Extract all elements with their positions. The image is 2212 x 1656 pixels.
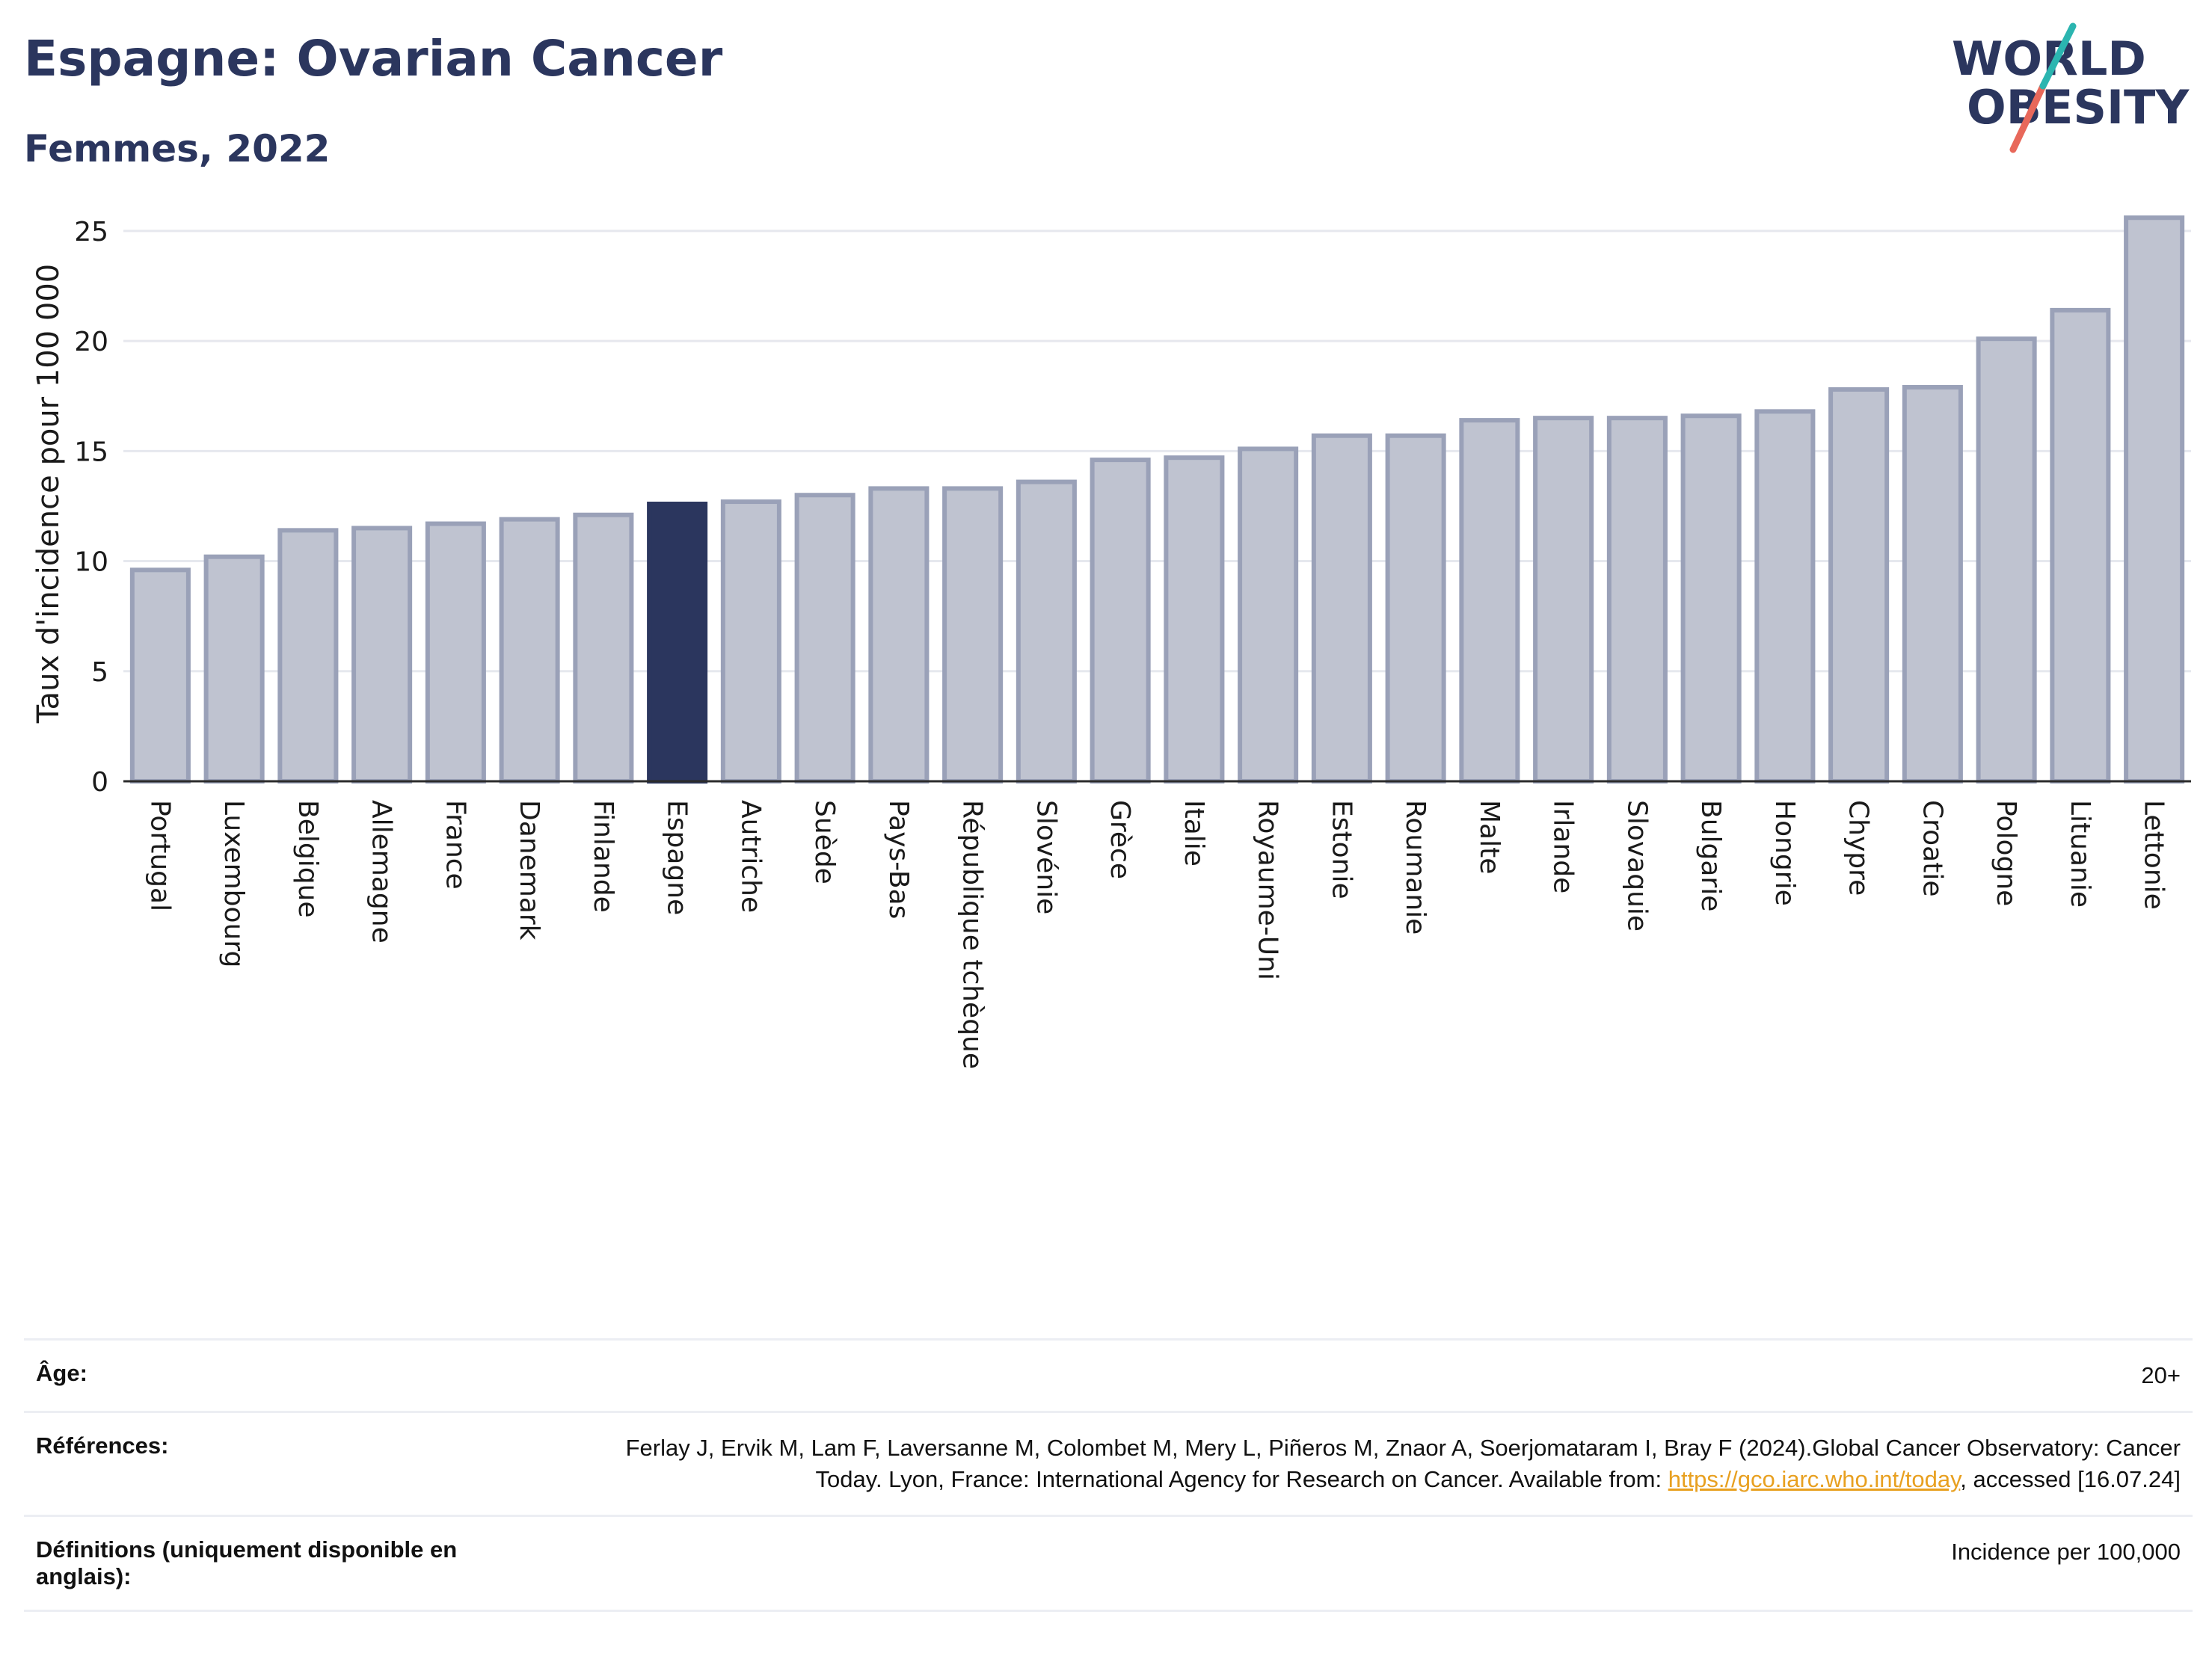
bar-su-de — [794, 493, 855, 784]
x-tick-label: Italie — [1179, 800, 1209, 867]
x-tick-label: Royaume-Uni — [1253, 800, 1283, 980]
references-label: Références: — [24, 1411, 541, 1516]
chart-title: Espagne: Ovarian Cancer — [24, 30, 723, 87]
x-tick-label: Chypre — [1843, 800, 1874, 896]
bar-portugal — [129, 567, 191, 784]
y-tick-label: 5 — [91, 657, 108, 688]
x-tick-label: Pays-Bas — [883, 800, 914, 919]
bar-gr-ce — [1090, 458, 1151, 784]
bar-chart: 0 5 10 15 20 25 Portugal Luxembourg Belgique Alle… — [31, 215, 2191, 1069]
x-tick-label: Lettonie — [2139, 800, 2169, 910]
x-tick-label: Slovaquie — [1621, 800, 1652, 932]
bar-slovaquie — [1606, 416, 1668, 784]
x-tick-label: Bulgarie — [1695, 800, 1726, 911]
x-tick-label: Grèce — [1105, 800, 1135, 879]
x-tick-label: Danemark — [514, 800, 544, 941]
bar-estonie — [1311, 433, 1372, 784]
bar-espagne — [647, 502, 708, 784]
x-tick-label: Luxembourg — [218, 800, 249, 967]
bar-pologne — [1976, 336, 2037, 784]
references-tail: , accessed [16.07.24] — [1960, 1466, 2181, 1492]
bar-royaume-uni — [1238, 446, 1299, 784]
x-tick-label: Suède — [809, 800, 840, 884]
x-tick-label: Pologne — [1991, 800, 2021, 906]
bar-hongrie — [1754, 409, 1816, 784]
references-link[interactable]: https://gco.iarc.who.int/today — [1668, 1466, 1961, 1492]
y-tick-label: 15 — [74, 437, 108, 467]
axes: 0 5 10 15 20 25 Portugal Luxembourg Belgique Alle… — [74, 217, 2191, 1069]
y-axis-label: Taux d'incidence pour 100 000 — [31, 264, 66, 724]
y-tick-label: 20 — [74, 327, 108, 357]
x-tick-label: Irlande — [1548, 800, 1579, 893]
bar-lituanie — [2050, 307, 2111, 784]
x-tick-label: Finlande — [588, 800, 618, 913]
bar-malte — [1459, 418, 1520, 784]
bar-finlande — [573, 512, 634, 784]
x-tick-label: France — [440, 800, 470, 890]
info-table: Âge: 20+ Références: Ferlay J, Ervik M, … — [24, 1338, 2193, 1612]
x-tick-label: République tchèque — [957, 800, 988, 1069]
logo-line2: OBESITY — [1967, 80, 2190, 135]
bar-lettonie — [2124, 215, 2185, 784]
references-text: Ferlay J, Ervik M, Lam F, Laversanne M, … — [625, 1435, 2181, 1492]
age-label: Âge: — [24, 1338, 541, 1412]
x-tick-label: Hongrie — [1769, 800, 1800, 906]
bar-roumanie — [1385, 433, 1446, 784]
x-tick-label: Lituanie — [2065, 800, 2095, 908]
x-tick-label: Malte — [1474, 800, 1505, 874]
x-tick-label: Espagne — [662, 800, 692, 915]
x-tick-label: Allemagne — [366, 800, 397, 944]
bar-italie — [1164, 455, 1225, 784]
info-row-definitions: Définitions (uniquement disponible en an… — [24, 1515, 2193, 1612]
x-tick-label: Portugal — [144, 800, 175, 911]
bar-croatie — [1902, 384, 1963, 784]
bar-danemark — [499, 517, 560, 784]
info-row-references: Références: Ferlay J, Ervik M, Lam F, La… — [24, 1411, 2193, 1516]
chart-subtitle: Femmes, 2022 — [24, 127, 331, 170]
bar-belgique — [277, 528, 339, 784]
bar-r-publique-tch-que — [942, 486, 1004, 784]
x-tick-label: Roumanie — [1400, 800, 1431, 935]
definitions-label: Définitions (uniquement disponible en an… — [24, 1515, 541, 1612]
x-tick-label: Estonie — [1326, 800, 1357, 899]
bar-slov-nie — [1016, 479, 1077, 784]
references-value: Ferlay J, Ervik M, Lam F, Laversanne M, … — [541, 1411, 2193, 1516]
y-tick-label: 0 — [91, 767, 108, 798]
bars — [129, 215, 2185, 784]
age-value: 20+ — [541, 1338, 2193, 1412]
bar-chypre — [1828, 387, 1890, 784]
bar-irlande — [1533, 416, 1594, 784]
bar-luxembourg — [203, 554, 265, 784]
x-tick-label: Croatie — [1917, 800, 1947, 897]
definitions-value: Incidence per 100,000 — [541, 1515, 2193, 1612]
info-row-age: Âge: 20+ — [24, 1338, 2193, 1412]
bar-bulgarie — [1680, 413, 1742, 784]
x-tick-label: Belgique — [292, 800, 323, 918]
bar-france — [425, 521, 486, 784]
bar-allemagne — [351, 526, 413, 784]
x-tick-label: Autriche — [735, 800, 766, 913]
bar-pays-bas — [868, 486, 930, 784]
x-tick-label: Slovénie — [1030, 800, 1061, 914]
y-tick-label: 25 — [74, 217, 108, 247]
world-obesity-logo: WORLD OBESITY — [1952, 22, 2190, 153]
y-tick-label: 10 — [74, 547, 108, 578]
bar-autriche — [720, 499, 781, 784]
